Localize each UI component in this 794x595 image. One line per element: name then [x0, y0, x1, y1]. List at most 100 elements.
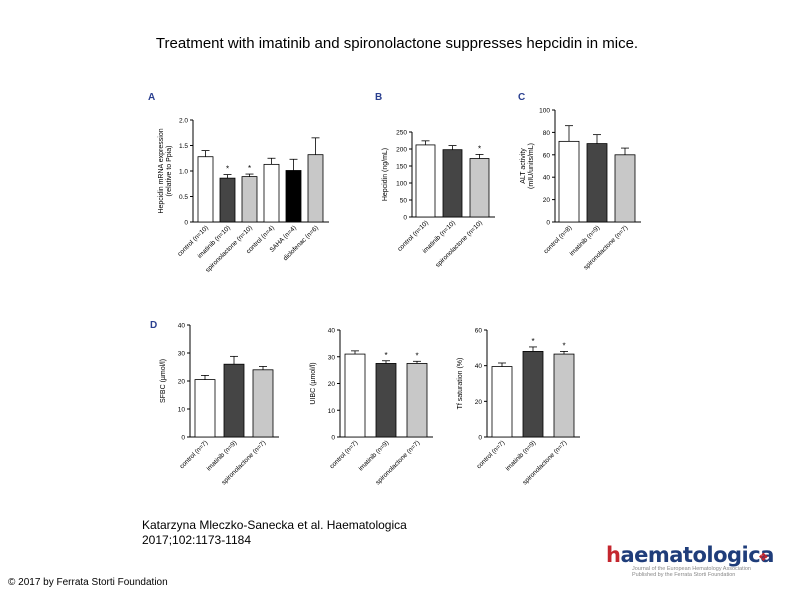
- panel-letter: D: [150, 320, 158, 331]
- y-tick-label: 150: [396, 164, 407, 171]
- bar: [469, 158, 490, 218]
- y-tick-label: 0: [546, 220, 550, 227]
- y-tick-label: 250: [396, 130, 407, 137]
- significance-marker: *: [562, 341, 565, 350]
- significance-marker: *: [248, 164, 251, 173]
- logo-word-rest: aematologica: [620, 543, 774, 567]
- citation-line-2: 2017;102:1173-1184: [142, 533, 251, 547]
- panel-tfsat: 0 20 40 60 Tf saturation (%) control (n=7) * im…: [445, 318, 590, 503]
- significance-marker: *: [478, 144, 481, 153]
- logo-accent: h: [606, 543, 621, 567]
- y-tick-label: 20: [475, 399, 483, 406]
- y-tick-label: 80: [543, 130, 551, 137]
- y-axis-label-2: (relative to Ppia): [166, 146, 173, 197]
- panel-uibc-chart: 0 10 20 30 40 UIBC (µmol/l) control (n=7) * imat…: [310, 328, 433, 486]
- y-tick-label: 0: [403, 215, 407, 222]
- panel-b: B 0 50 100 150 200 250 Hepcidin (ng/mL) control…: [370, 92, 500, 302]
- bar: [553, 353, 575, 438]
- bar: [415, 144, 436, 218]
- bar: [252, 369, 274, 438]
- citation: Katarzyna Mleczko-Sanecka et al. Haemato…: [142, 518, 407, 548]
- bar: [491, 366, 513, 438]
- bar: [219, 177, 236, 223]
- bar: [442, 149, 463, 218]
- y-axis-label: SFBC (µmol/l): [160, 359, 167, 403]
- bar: [285, 170, 302, 223]
- y-tick-label: 40: [328, 328, 336, 335]
- bar: [194, 379, 216, 438]
- panel-letter: B: [375, 92, 383, 103]
- bar: [375, 363, 397, 438]
- bar: [406, 363, 428, 438]
- y-tick-label: 50: [400, 198, 408, 205]
- bar: [241, 176, 258, 223]
- bar: [263, 163, 280, 223]
- y-axis-label: UIBC (µmol/l): [310, 362, 317, 404]
- y-tick-label: 30: [178, 351, 186, 358]
- panel-c: C 0 20 40 60 80 100 ALT activity (mIU/units/mL)…: [515, 92, 655, 302]
- y-tick-label: 20: [178, 379, 186, 386]
- x-tick-label: imatinib (n=9): [357, 439, 390, 472]
- bar: [586, 143, 608, 223]
- bar: [558, 140, 580, 223]
- x-tick-label: control (n=7): [476, 439, 507, 470]
- panel-letter: A: [148, 92, 156, 103]
- copyright-notice: © 2017 by Ferrata Storti Foundation: [8, 577, 168, 588]
- y-tick-label: 60: [543, 152, 551, 159]
- y-axis-label: Hepcidin mRNA expression: [158, 128, 165, 213]
- y-tick-label: 200: [396, 147, 407, 154]
- panel-letter: C: [518, 92, 526, 103]
- logo-wordmark: haematologica: [606, 543, 774, 567]
- panel-a-chart: 0 0.5 1.0 1.5 2.0 Hepcidin mRNA expression (re…: [158, 118, 329, 274]
- y-tick-label: 40: [543, 175, 551, 182]
- y-tick-label: 1.5: [179, 143, 188, 150]
- y-tick-label: 0.5: [179, 194, 188, 201]
- significance-marker: *: [226, 165, 229, 174]
- bar: [223, 363, 245, 438]
- panel-c-chart: 0 20 40 60 80 100 ALT activity (mIU/units/mL) co…: [520, 108, 641, 271]
- y-tick-label: 20: [328, 381, 336, 388]
- bar: [197, 156, 214, 223]
- logo-mark-icon: ❖: [758, 550, 769, 564]
- haematologica-logo: haematologica Journal of the European He…: [600, 543, 790, 579]
- y-tick-label: 40: [475, 363, 483, 370]
- y-tick-label: 20: [543, 197, 551, 204]
- y-tick-label: 40: [178, 323, 186, 330]
- bar: [307, 154, 324, 223]
- y-tick-label: 60: [475, 328, 483, 335]
- x-tick-label: control (n=7): [329, 439, 360, 470]
- y-tick-label: 100: [539, 108, 550, 115]
- y-axis-label: Tf saturation (%): [457, 358, 464, 410]
- slide-title: Treatment with imatinib and spironolacto…: [155, 35, 639, 52]
- significance-marker: *: [415, 351, 418, 360]
- y-tick-label: 10: [178, 407, 186, 414]
- panel-uibc: 0 10 20 30 40 UIBC (µmol/l) control (n=7) * imat…: [295, 318, 435, 503]
- y-tick-label: 2.0: [179, 118, 188, 125]
- bar: [522, 351, 544, 438]
- panel-tfsat-chart: 0 20 40 60 Tf saturation (%) control (n=7) * im…: [457, 328, 580, 486]
- citation-line-1: Katarzyna Mleczko-Sanecka et al. Haemato…: [142, 518, 407, 532]
- significance-marker: *: [531, 337, 534, 346]
- logo-subtitle-2: Published by the Ferrata Storti Foundati…: [632, 572, 736, 578]
- y-tick-label: 1.0: [179, 169, 188, 176]
- y-tick-label: 0: [181, 435, 185, 442]
- y-axis-label: Hepcidin (ng/mL): [382, 148, 389, 201]
- y-tick-label: 0: [331, 435, 335, 442]
- x-tick-label: imatinib (n=9): [504, 439, 537, 472]
- bar: [344, 353, 366, 438]
- significance-marker: *: [384, 351, 387, 360]
- panel-d: D 0 10 20 30 40 SFBC (µmol/l) control (n=7) ima…: [145, 318, 285, 503]
- y-tick-label: 30: [328, 354, 336, 361]
- logo-subtitle-1: Journal of the European Hematology Assoc…: [632, 566, 751, 572]
- y-tick-label: 10: [328, 408, 336, 415]
- y-axis-label: ALT activity: [520, 148, 527, 184]
- x-tick-label: spironolactone (n=10): [434, 219, 484, 269]
- x-tick-label: control (n=8): [543, 224, 574, 255]
- y-tick-label: 0: [478, 435, 482, 442]
- y-axis-label-2: (mIU/units/mL): [528, 143, 535, 189]
- y-tick-label: 0: [184, 220, 188, 227]
- x-tick-label: control (n=7): [179, 439, 210, 470]
- panel-a: A 0 0.5 1.0 1.5 2.0 Hepcidin mRNA expression(…: [145, 92, 355, 302]
